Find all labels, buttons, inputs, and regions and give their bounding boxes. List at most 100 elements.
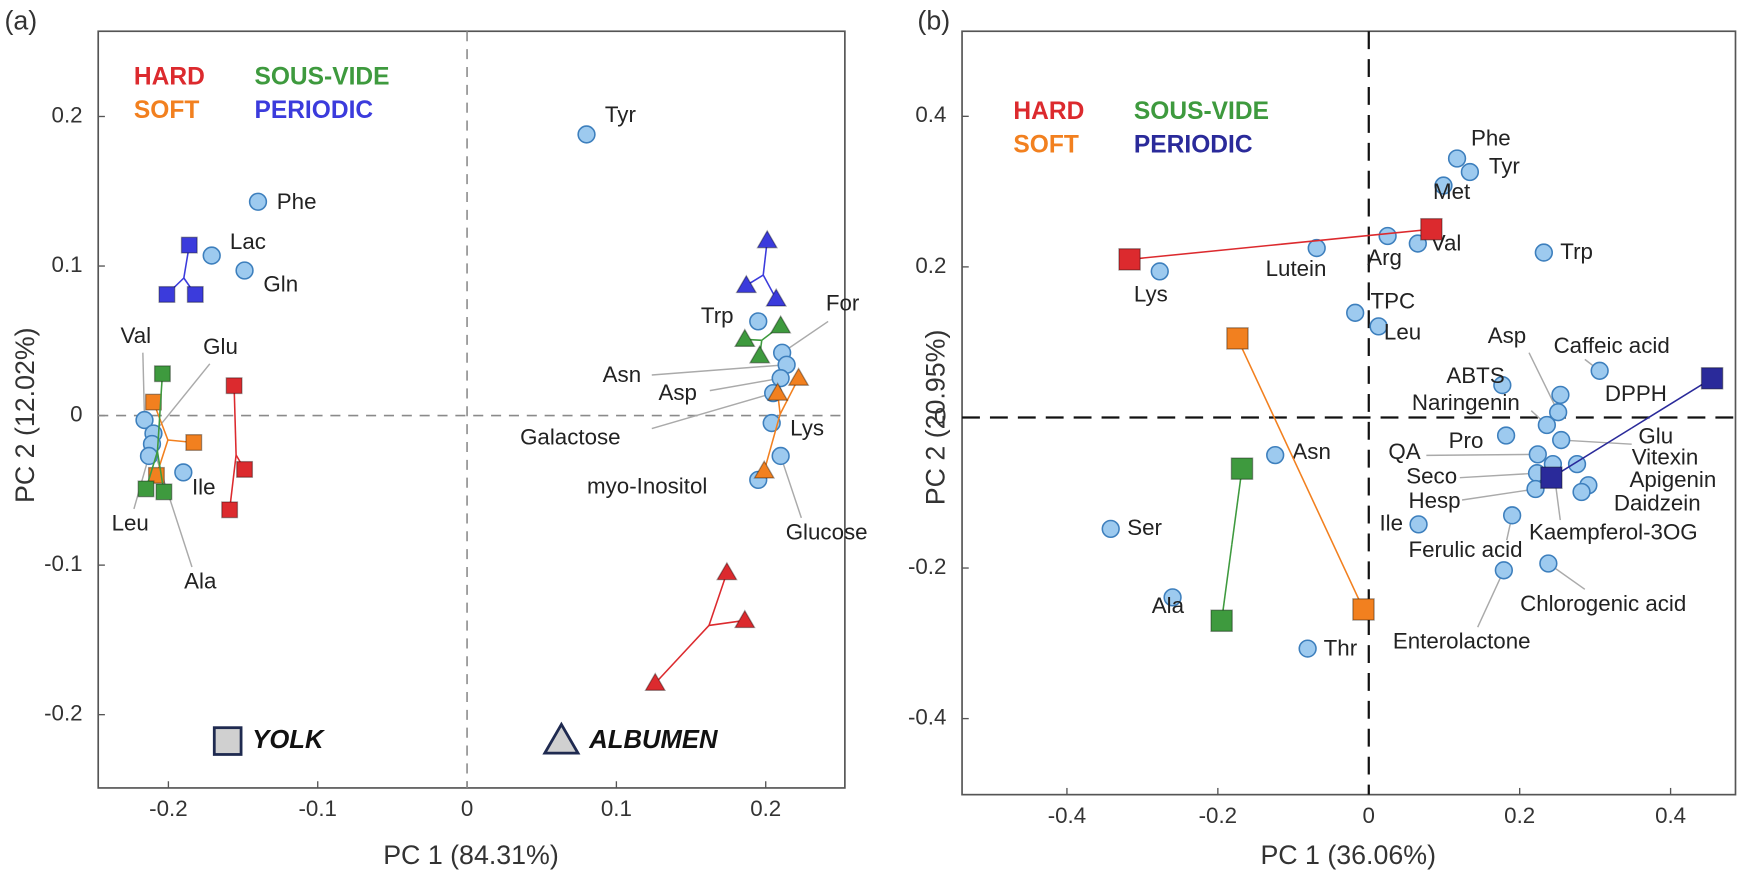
leader-line [1459,472,1538,479]
group-marker [735,274,758,294]
variable-label: DPPH [1605,381,1667,406]
variable-label: Ile [1379,510,1403,535]
x-tick-label: 0.1 [601,796,632,821]
variable-label: Asn [1292,439,1330,464]
variable-label: Leu [1384,320,1421,345]
group-link [1280,228,1432,246]
group-marker [1420,217,1443,241]
shape-legend-label: YOLK [252,726,326,754]
group-marker [1118,248,1141,271]
variable-point [1298,639,1317,658]
group-marker [180,236,198,254]
y-axis-label: PC 2 (12.02%) [10,327,40,503]
variable-point [1590,361,1609,380]
variable-point [1101,519,1120,539]
group-marker [644,672,667,691]
leader-line [779,455,803,519]
y-tick-label: 0.1 [52,252,83,277]
group-marker [153,365,171,383]
y-tick-label: 0.2 [915,253,946,278]
variable-point [1266,445,1285,465]
variable-label: Glu [1638,423,1673,448]
variable-label: Leu [112,510,149,535]
variable-label: QA [1388,439,1420,464]
group-marker [137,480,155,498]
variable-point [1346,303,1365,322]
panel-label: (a) [4,5,37,35]
leader-line [1426,453,1538,457]
variable-label: Daidzein [1614,490,1701,515]
group-marker [186,285,204,303]
variable-point [1528,445,1547,464]
variable-point [139,446,159,466]
variable-label: Chlorogenic acid [1520,591,1686,616]
legend-entry: PERIODIC [1134,132,1253,159]
variable-label: TPC [1371,288,1416,313]
y-tick-label: 0 [934,403,946,428]
legend-entry: SOUS-VIDE [254,64,389,91]
variable-label: Phe [277,189,317,214]
variable-point [1534,243,1553,262]
group-link [228,454,237,510]
variable-point [1369,317,1388,336]
variable-label: Pro [1449,428,1484,453]
group-marker [225,377,243,395]
x-tick-label: 0.4 [1655,803,1686,828]
variable-label: Ile [192,475,216,500]
variable-label: Ser [1127,515,1162,540]
x-axis-label: PC 1 (36.06%) [1260,840,1436,870]
group-link [708,572,728,626]
y-tick-label: 0.4 [915,102,946,127]
group-marker [765,287,788,307]
variable-label: Asp [658,380,696,405]
variable-label: Asn [603,362,641,387]
variable-point [235,261,254,280]
y-tick-label: -0.2 [908,554,946,579]
variable-point [1552,430,1571,450]
group-marker [753,459,776,479]
group-marker [1210,609,1233,633]
group-marker [1540,466,1563,489]
group-marker [221,501,239,519]
group-link [1231,468,1243,545]
legend-entry: PERIODIC [254,97,373,124]
x-tick-label: -0.4 [1048,803,1086,828]
group-marker [155,483,173,501]
variable-point [1572,482,1591,502]
variable-point [174,463,193,482]
y-tick-label: 0 [70,401,82,426]
variable-point [771,446,790,466]
shape-legend-marker [212,726,243,756]
group-link [1550,427,1633,479]
group-link [654,624,710,684]
group-link [1299,473,1365,610]
plot-frame [961,30,1737,796]
variable-point [1150,262,1169,281]
variable-point [1378,226,1397,246]
variable-label: Glu [203,334,238,359]
group-link [233,385,237,455]
variable-point [1502,506,1522,525]
x-axis-label: PC 1 (84.31%) [383,840,559,870]
x-tick-label: 0.2 [1504,803,1535,828]
group-marker [748,344,771,364]
variable-point [577,125,596,144]
leader-line [142,352,146,421]
x-tick-label: 0 [461,796,473,821]
variable-label: Caffeic acid [1554,333,1670,358]
group-marker [236,460,254,478]
leader-line [1528,352,1559,413]
group-marker [766,382,789,401]
x-tick-label: -0.1 [299,796,337,821]
variable-point [1460,162,1480,182]
variable-label: Seco [1406,464,1457,489]
group-marker [144,393,162,411]
variable-label: Kaempferol-3OG [1529,519,1698,544]
legend-entry: SOUS-VIDE [1134,98,1269,125]
group-marker [158,285,176,303]
variable-point [1551,385,1570,405]
x-tick-label: -0.2 [149,796,187,821]
variable-label: Arg [1367,245,1402,270]
variable-point [202,246,221,265]
leader-line [651,392,774,430]
